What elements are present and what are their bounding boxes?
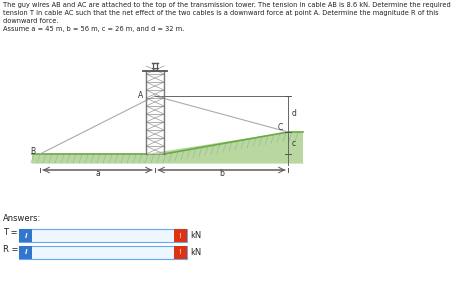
Bar: [174, 246, 187, 259]
Bar: [19, 229, 187, 242]
Polygon shape: [32, 132, 303, 163]
Text: tension T in cable AC such that the net effect of the two cables is a downward f: tension T in cable AC such that the net …: [3, 10, 439, 16]
Text: kN: kN: [190, 248, 201, 257]
Text: R =: R =: [3, 245, 19, 254]
Bar: [19, 246, 32, 259]
Text: kN: kN: [190, 231, 201, 240]
Text: Assume a = 45 m, b = 56 m, c = 26 m, and d = 32 m.: Assume a = 45 m, b = 56 m, c = 26 m, and…: [3, 26, 184, 32]
Text: A: A: [138, 91, 143, 100]
Bar: [174, 229, 187, 242]
Bar: [19, 246, 187, 259]
Text: i: i: [24, 250, 27, 255]
Text: Answers:: Answers:: [3, 214, 41, 223]
Text: downward force.: downward force.: [3, 18, 58, 24]
Text: !: !: [179, 250, 182, 255]
Text: T =: T =: [3, 228, 18, 237]
Text: a: a: [95, 169, 100, 178]
Bar: [19, 229, 32, 242]
Text: b: b: [219, 169, 224, 178]
Text: The guy wires AB and AC are attached to the top of the transmission tower. The t: The guy wires AB and AC are attached to …: [3, 2, 451, 8]
Text: i: i: [24, 232, 27, 239]
Text: d: d: [292, 109, 297, 118]
Text: C: C: [278, 124, 283, 133]
Text: !: !: [179, 232, 182, 239]
Text: c: c: [292, 138, 296, 147]
Text: B: B: [30, 147, 35, 157]
